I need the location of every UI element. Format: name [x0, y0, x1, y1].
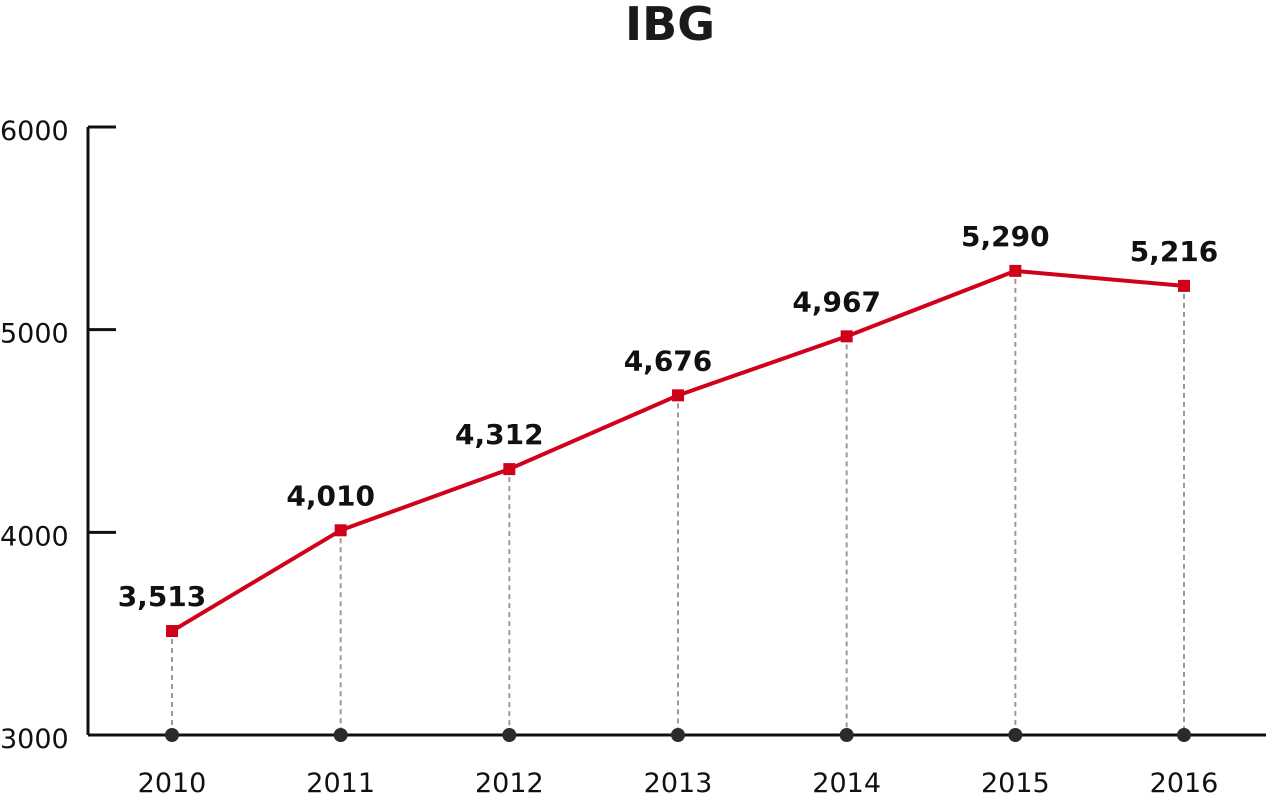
data-point-2016: [1178, 279, 1190, 292]
x-tick-label-2010: 2010: [138, 768, 207, 795]
baseline-dot-2011: [333, 728, 348, 742]
data-point-2011: [334, 524, 347, 537]
baseline-dots: [165, 728, 1191, 742]
data-label-2011: 4,010: [286, 479, 375, 512]
x-tick-label-2016: 2016: [1150, 768, 1219, 795]
y-tick-label-4000: 4000: [0, 521, 69, 552]
x-tick-label-2011: 2011: [306, 768, 375, 795]
baseline-dot-2014: [839, 728, 854, 742]
x-tick-label-2013: 2013: [644, 768, 713, 795]
data-label-2016: 5,216: [1130, 235, 1219, 268]
y-tick-label-5000: 5000: [0, 319, 69, 350]
data-labels: 3,513 4,010 4,312 4,676 4,967 5,290 5,216: [118, 220, 1219, 613]
x-tick-label-2012: 2012: [475, 768, 544, 795]
y-tick-label-6000: 6000: [0, 116, 69, 147]
data-label-2010: 3,513: [118, 580, 207, 613]
data-point-2014: [840, 330, 853, 343]
x-tick-labels: 2010 2011 2012 2013 2014 2015 2016: [138, 768, 1219, 795]
data-point-2015: [1009, 264, 1022, 277]
y-tick-label-3000: 3000: [0, 724, 69, 755]
baseline-dot-2012: [502, 728, 517, 742]
data-label-2013: 4,676: [624, 344, 713, 377]
data-point-2010: [166, 625, 178, 638]
baseline-dot-2010: [165, 728, 179, 742]
baseline-dot-2013: [671, 728, 685, 742]
y-tick-labels: 3000 4000 5000 6000: [0, 116, 69, 755]
data-point-2013: [672, 389, 684, 402]
x-tick-label-2014: 2014: [812, 768, 881, 795]
series-group: [166, 264, 1190, 638]
x-tick-label-2015: 2015: [981, 768, 1050, 795]
data-label-2015: 5,290: [961, 220, 1050, 253]
baseline-dot-2015: [1008, 728, 1023, 742]
data-label-2014: 4,967: [792, 285, 881, 318]
drop-lines: [171, 278, 1185, 735]
data-label-2012: 4,312: [455, 418, 544, 451]
chart-title: IBG: [625, 0, 715, 51]
data-point-2012: [503, 463, 516, 476]
baseline-dot-2016: [1177, 728, 1191, 742]
